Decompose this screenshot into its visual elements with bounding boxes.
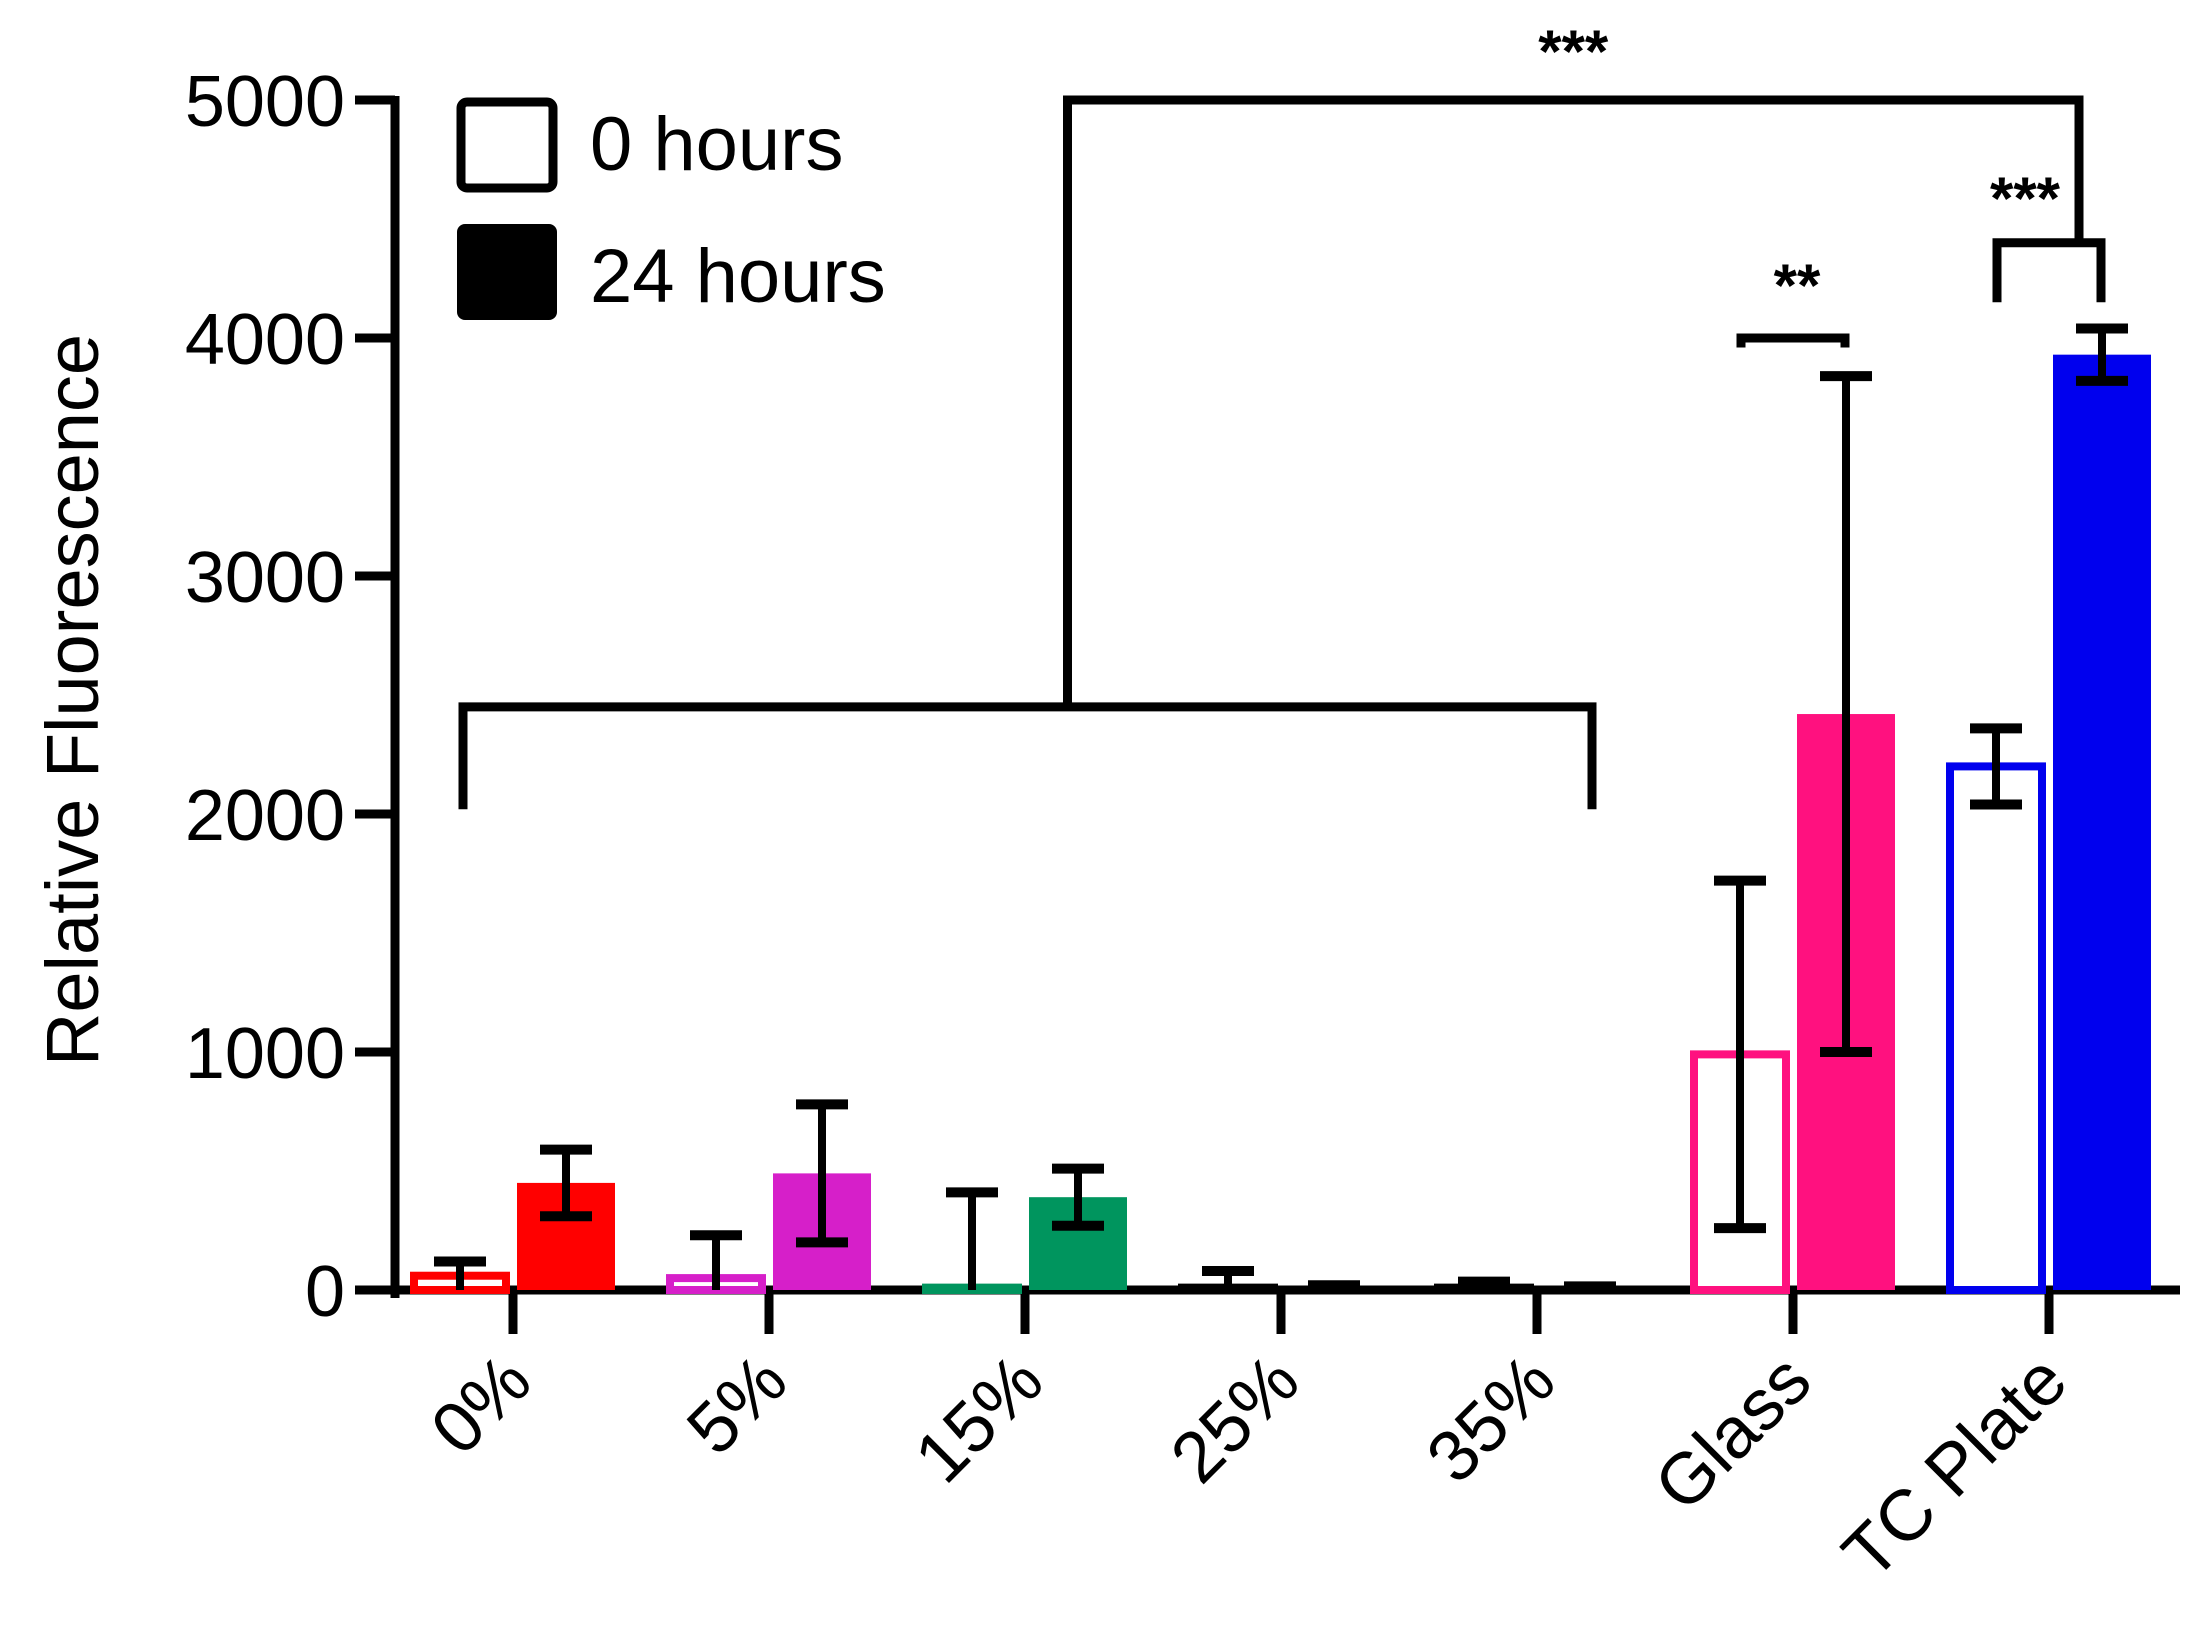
x-tick-label: 35%	[1412, 1340, 1570, 1498]
y-tick-label: 0	[305, 1252, 345, 1332]
x-tick-label: TC Plate	[1828, 1340, 2083, 1595]
y-tick-label: 5000	[185, 62, 345, 142]
legend-label-24-hours: 24 hours	[590, 234, 886, 319]
x-tick-label: 5%	[672, 1340, 802, 1470]
x-tick-label: 0%	[416, 1340, 546, 1470]
y-tick-label: 3000	[185, 538, 345, 618]
significance-label-tc-plate: ***	[1990, 165, 2061, 232]
significance-label-glass: **	[1774, 252, 1821, 319]
bar-24-hours-6	[2053, 354, 2151, 1290]
y-axis-label: Relative Fluorescence	[31, 334, 114, 1066]
bar-0-hours-6	[1946, 762, 2046, 1294]
legend-swatch-0-hours	[456, 97, 558, 193]
legend: 0 hours 24 hours	[456, 97, 886, 320]
significance-label-top: ***	[1538, 18, 1609, 85]
error-bars	[434, 323, 2128, 1294]
bracket-tc-plate	[1992, 238, 2106, 303]
bracket-top-link	[1063, 95, 2084, 707]
bars	[410, 354, 2151, 1294]
legend-swatch-24-hours	[457, 224, 557, 320]
x-tick-label: Glass	[1640, 1340, 1827, 1527]
legend-label-0-hours: 0 hours	[590, 102, 844, 187]
bracket-group-0-35	[458, 702, 1597, 810]
y-tick-label: 4000	[185, 300, 345, 380]
bracket-glass	[1736, 333, 1850, 348]
significance-brackets: ********	[458, 18, 2106, 810]
x-tick-label: 25%	[1156, 1340, 1314, 1498]
x-tick-label: 15%	[900, 1340, 1058, 1498]
y-tick-label: 1000	[185, 1014, 345, 1094]
y-tick-label: 2000	[185, 776, 345, 856]
